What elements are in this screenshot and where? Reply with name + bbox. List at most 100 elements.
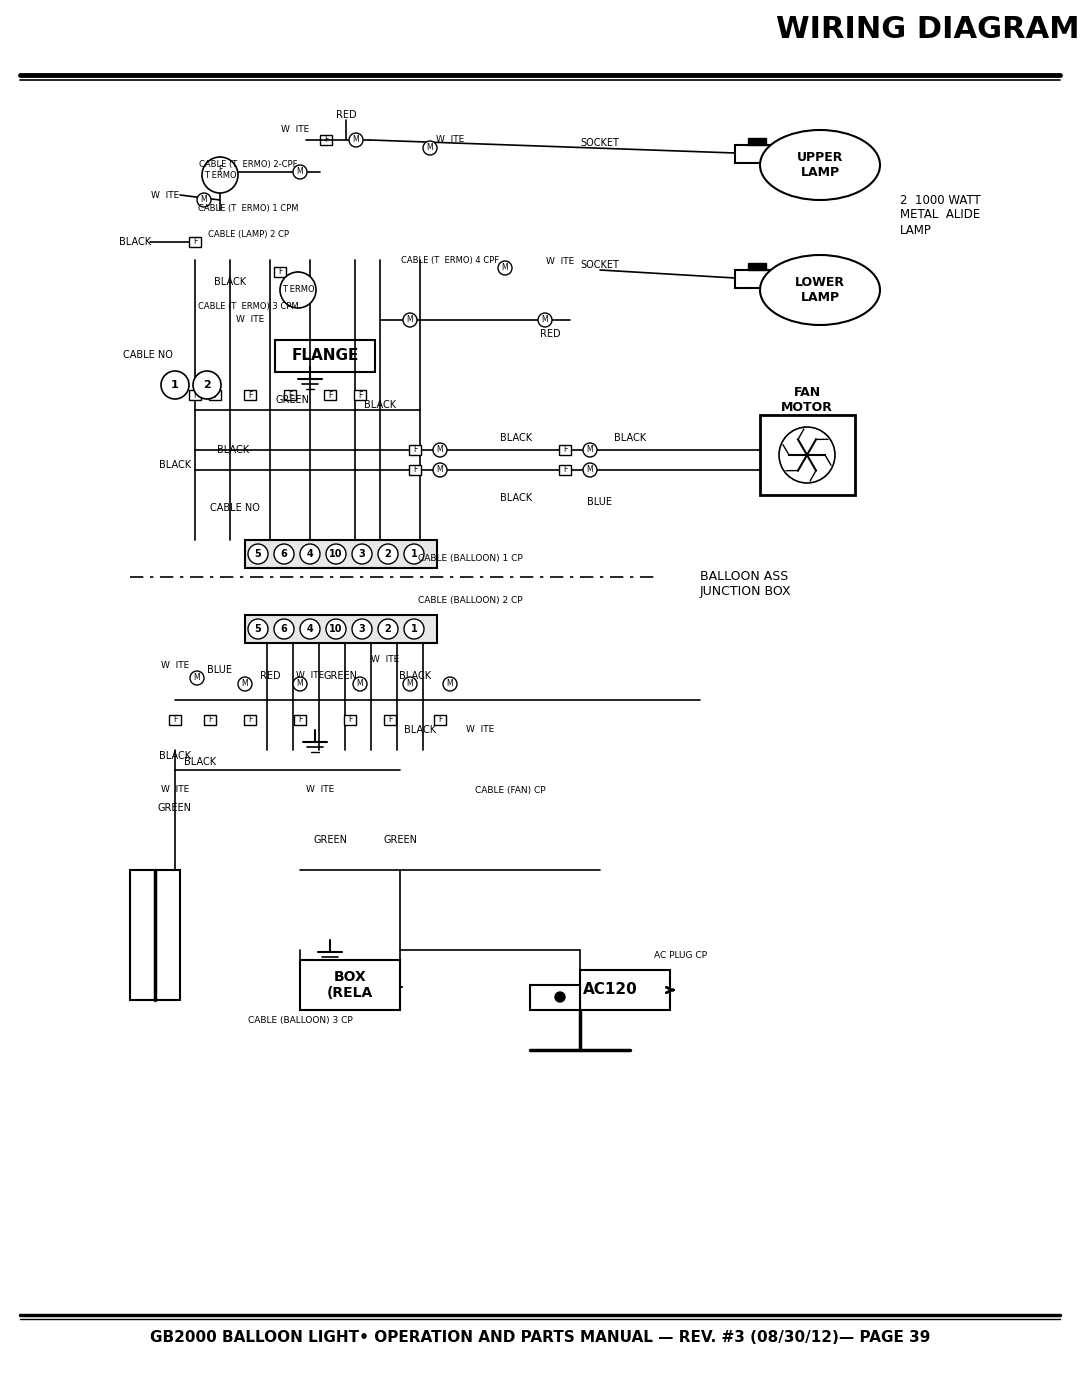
Text: UPPER
LAMP: UPPER LAMP [797,151,843,179]
Text: W  ITE: W ITE [465,725,495,735]
Bar [324,390,336,400]
Bar [284,390,296,400]
Text: W  ITE: W ITE [161,785,189,795]
Ellipse shape [760,256,880,326]
Text: SOCKET: SOCKET [581,138,620,148]
Text: F: F [278,267,282,277]
Bar [210,390,221,400]
Circle shape [538,313,552,327]
Text: RED: RED [259,671,281,680]
Text: 5: 5 [255,624,261,634]
Text: M: M [193,673,200,683]
Circle shape [352,543,372,564]
Text: BLACK: BLACK [214,277,246,286]
Bar [168,715,181,725]
Text: BLACK: BLACK [500,493,532,503]
Text: GREEN: GREEN [323,671,357,680]
Bar [559,465,571,475]
Text: W  ITE: W ITE [306,785,334,795]
Circle shape [583,462,597,476]
Text: W  ITE: W ITE [370,655,400,665]
Bar [409,465,421,475]
Text: 2: 2 [384,549,391,559]
Circle shape [326,619,346,638]
Text: 1: 1 [171,380,179,390]
Circle shape [443,678,457,692]
Bar [409,446,421,455]
Text: F: F [437,715,442,725]
Circle shape [378,619,399,638]
Bar [189,237,201,247]
Circle shape [202,156,238,193]
Bar [300,960,400,1010]
Text: CABLE (T  ERMO) 3 CPM: CABLE (T ERMO) 3 CPM [198,303,298,312]
Text: BLACK: BLACK [119,237,151,247]
Bar [345,715,356,725]
Text: T ERMO: T ERMO [204,170,237,179]
Text: F: F [388,715,392,725]
Text: GREEN: GREEN [313,835,347,845]
Text: F: F [348,715,352,725]
Text: M: M [242,679,248,689]
Text: F: F [207,715,212,725]
Text: F: F [247,391,253,400]
Circle shape [349,133,363,147]
Circle shape [555,992,565,1002]
Text: CABLE (BALLOON) 2 CP: CABLE (BALLOON) 2 CP [418,595,523,605]
Text: 1: 1 [410,624,417,634]
Ellipse shape [760,130,880,200]
Bar [204,715,216,725]
Text: BLACK: BLACK [159,460,191,469]
Bar [559,446,571,455]
Text: W  ITE: W ITE [235,316,265,324]
Text: AC120: AC120 [582,982,637,997]
Text: 5: 5 [255,549,261,559]
Text: RED: RED [336,110,356,120]
Text: 4: 4 [307,624,313,634]
Text: BLUE: BLUE [588,497,612,507]
Circle shape [280,272,316,307]
Text: 3: 3 [359,549,365,559]
Text: CABLE (LAMP) 2 CP: CABLE (LAMP) 2 CP [207,231,288,239]
Text: CABLE (T  ERMO) 1 CPM: CABLE (T ERMO) 1 CPM [198,204,298,212]
Text: 6: 6 [281,549,287,559]
Text: F: F [213,391,217,400]
Text: M: M [407,316,414,324]
Text: CABLE (BALLOON) 1 CP: CABLE (BALLOON) 1 CP [418,553,523,563]
Bar [130,870,180,1000]
Circle shape [274,619,294,638]
Text: W  ITE: W ITE [151,190,179,200]
Bar [760,415,855,495]
Text: M: M [427,144,433,152]
Text: F: F [193,237,198,246]
Text: M: M [447,679,454,689]
Text: M: M [502,264,509,272]
Circle shape [404,543,424,564]
Text: F: F [413,465,417,475]
Circle shape [197,193,211,207]
Text: W  ITE: W ITE [161,661,189,669]
Text: RED: RED [540,330,561,339]
Bar [384,715,396,725]
Circle shape [404,619,424,638]
Circle shape [248,619,268,638]
Text: M: M [297,168,303,176]
Circle shape [190,671,204,685]
Bar [244,715,256,725]
Circle shape [433,443,447,457]
Text: CABLE NO: CABLE NO [211,503,260,513]
Text: BLACK: BLACK [184,757,216,767]
Text: M: M [353,136,360,144]
Text: FAN
MOTOR: FAN MOTOR [781,386,833,414]
Text: CABLE NO: CABLE NO [123,351,173,360]
Bar [735,145,780,163]
Text: M: M [586,446,593,454]
Text: 2  1000 WATT
METAL  ALIDE
LAMP: 2 1000 WATT METAL ALIDE LAMP [900,194,981,236]
Text: W  ITE: W ITE [436,136,464,144]
Text: F: F [324,136,328,144]
Text: JUNCTION BOX: JUNCTION BOX [700,585,792,598]
Text: 10: 10 [329,549,342,559]
Text: 3: 3 [359,624,365,634]
Bar [245,541,437,569]
Text: CABLE (FAN) CP: CABLE (FAN) CP [475,785,545,795]
